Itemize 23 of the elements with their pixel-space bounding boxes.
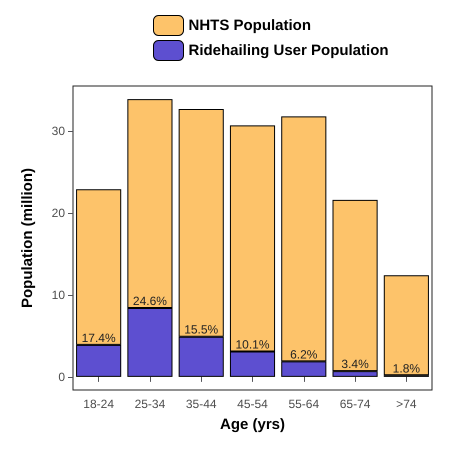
- y-tick-label: 20: [52, 206, 66, 220]
- x-tick-label: 45-54: [237, 397, 268, 411]
- legend-label: NHTS Population: [188, 17, 311, 34]
- annotation: 3.4%: [341, 357, 370, 372]
- y-tick-label: 30: [52, 124, 66, 138]
- legend-label: Ridehailing User Population: [188, 42, 389, 59]
- annotation: 15.5%: [184, 322, 219, 337]
- y-axis-title: Population (million): [19, 168, 36, 308]
- x-tick-label: >74: [396, 397, 417, 411]
- x-tick-label: 25-34: [134, 397, 166, 411]
- x-axis-title: Age (yrs): [220, 416, 286, 433]
- annotation: 1.8%: [392, 361, 420, 376]
- x-tick-label: 55-64: [288, 397, 320, 411]
- x-tick-label: 18-24: [83, 397, 114, 411]
- annotation: 24.6%: [132, 294, 168, 308]
- y-tick-label: 10: [52, 288, 66, 302]
- x-tick-label: 65-74: [340, 397, 371, 411]
- annotation: 6.2%: [290, 347, 318, 362]
- bar: [384, 275, 429, 376]
- y-tick-label: 0: [58, 370, 66, 384]
- x-tick-label: 35-44: [186, 397, 217, 411]
- annotation: 17.4%: [82, 330, 116, 345]
- annotation: 10.1%: [235, 337, 270, 352]
